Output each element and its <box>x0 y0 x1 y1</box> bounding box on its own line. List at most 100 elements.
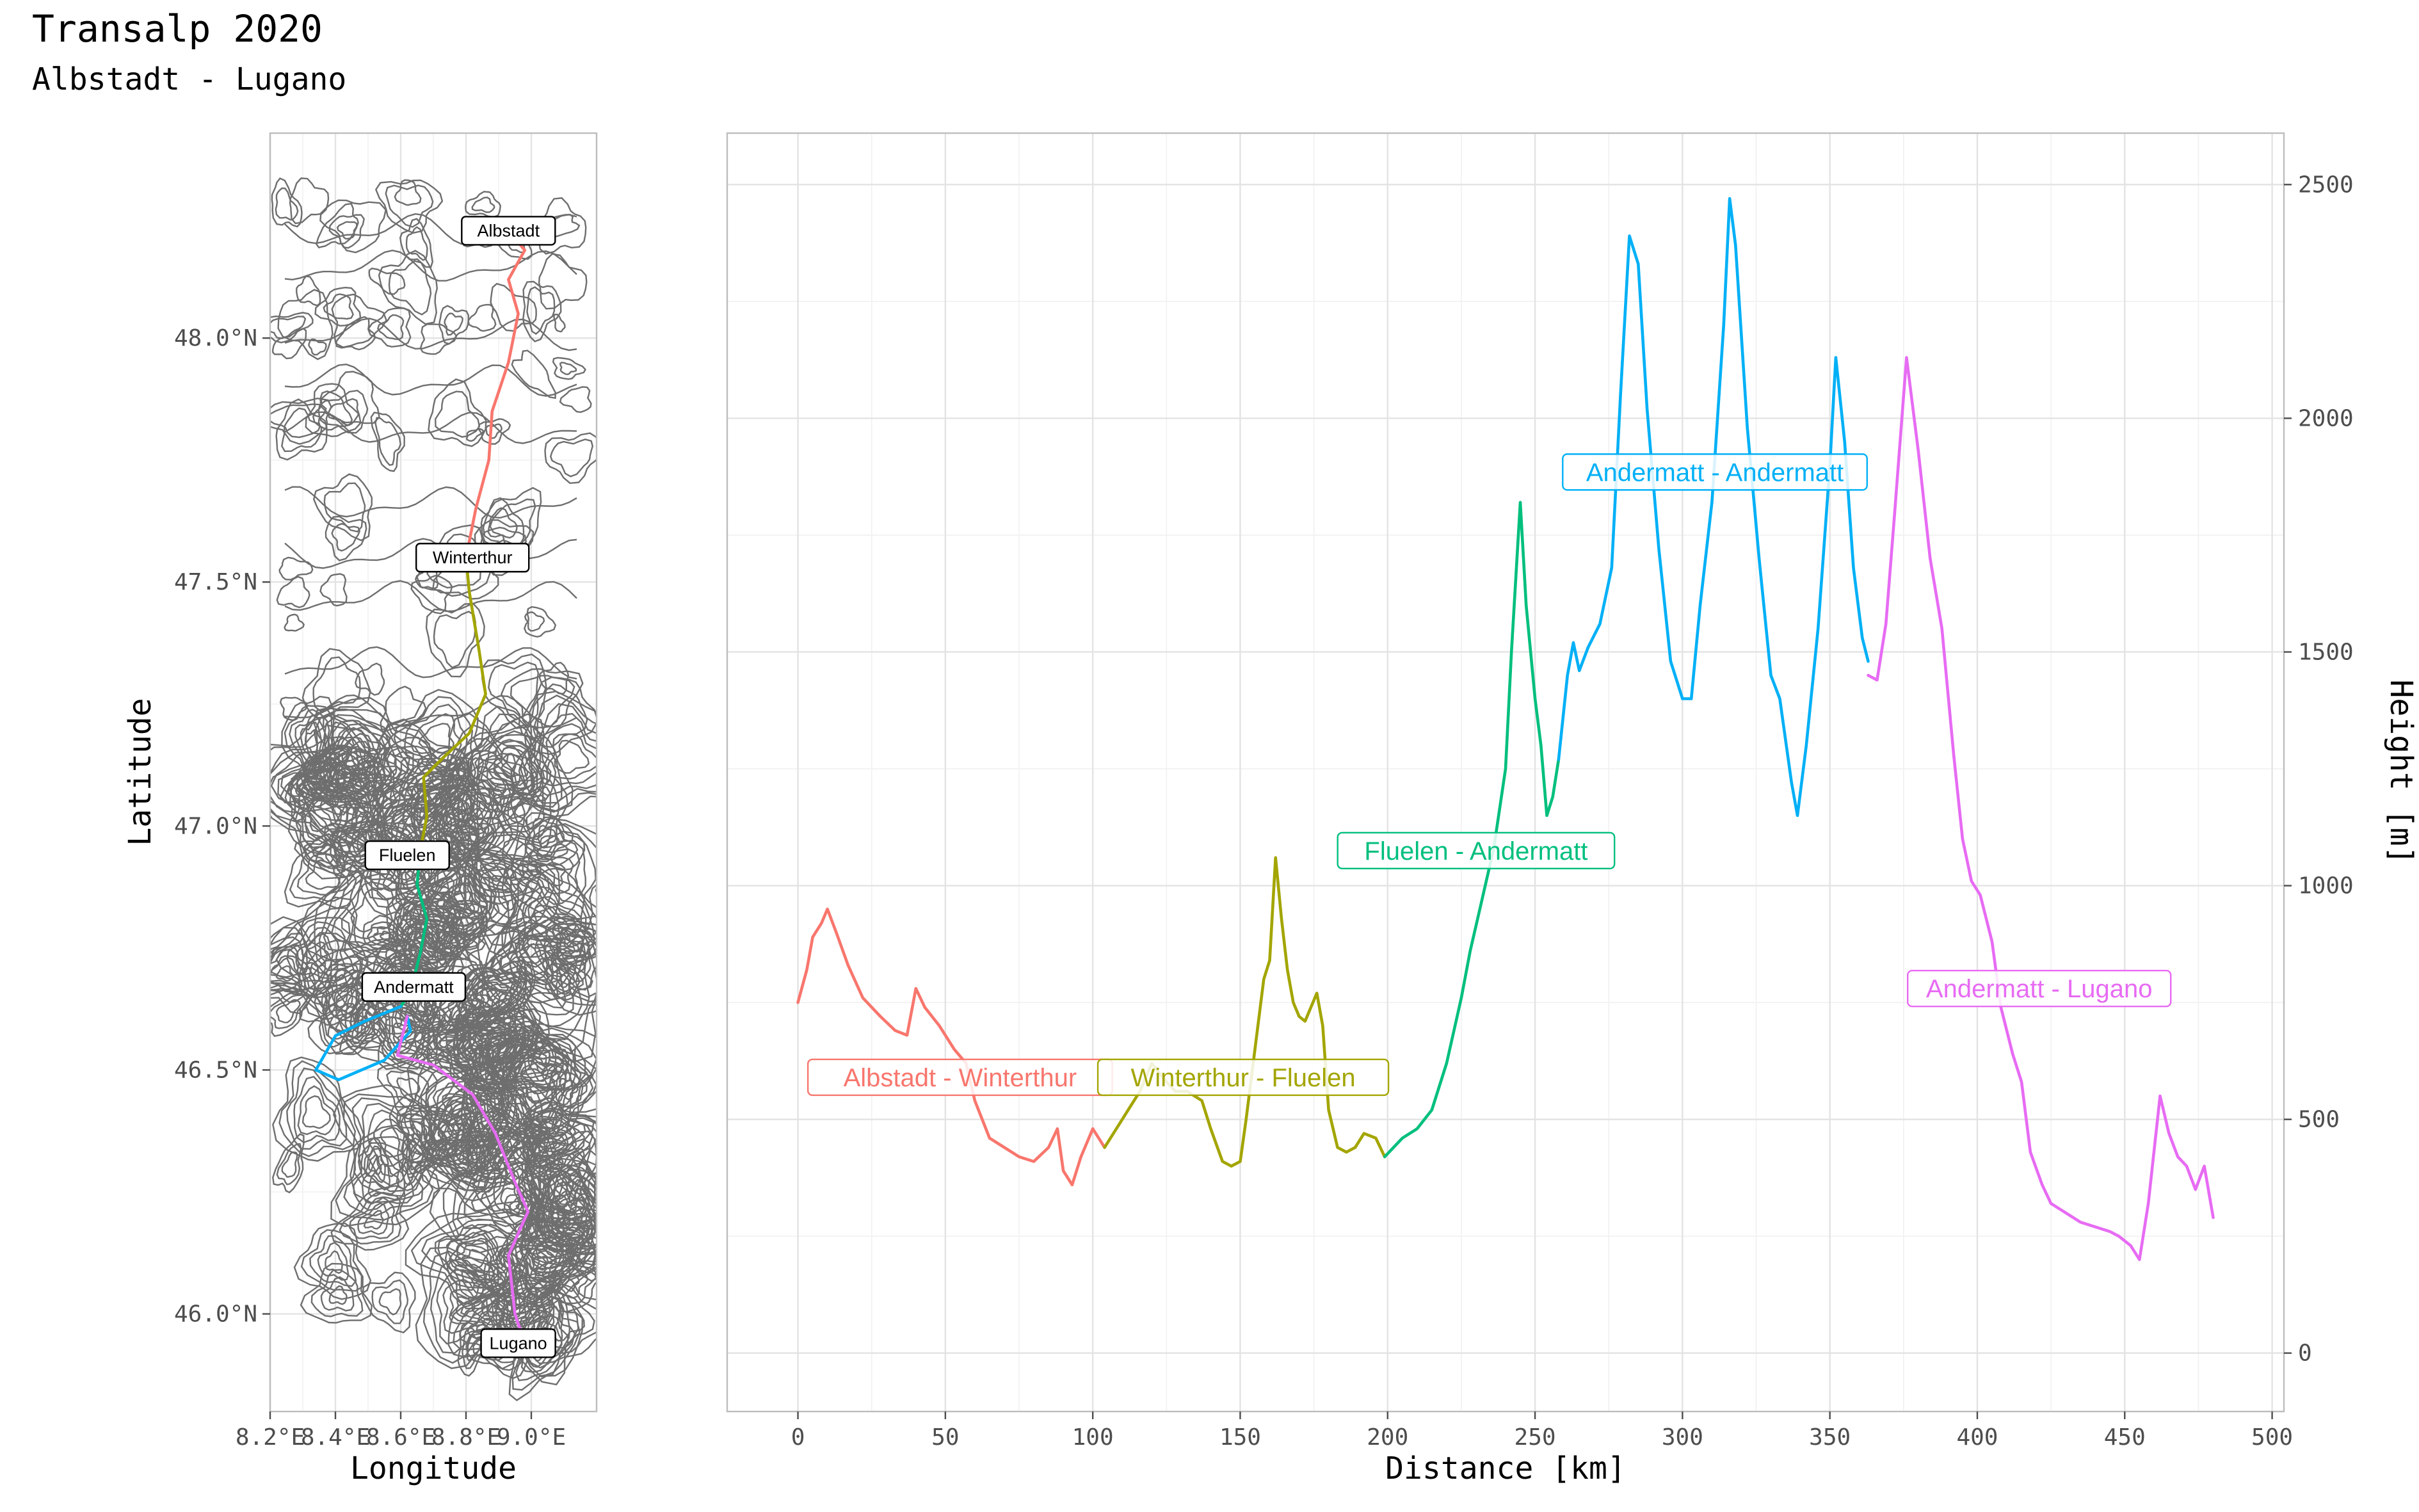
contour-line <box>335 1136 434 1221</box>
stage-label-1: Albstadt - Winterthur <box>807 1058 1113 1097</box>
contour-line <box>373 1118 421 1168</box>
figure-subtitle: Albstadt - Lugano <box>32 61 346 97</box>
profile-x-tick-label: 200 <box>1367 1424 1408 1451</box>
contour-line <box>374 417 401 466</box>
profile-line-stage-1 <box>796 907 1106 1187</box>
contour-line <box>293 1075 341 1143</box>
contour-line <box>312 390 353 431</box>
contour-line <box>428 378 487 447</box>
contour-line <box>520 695 597 813</box>
contour-line <box>559 361 577 376</box>
contour-line <box>535 835 569 861</box>
stage-label-text: Fluelen - Andermatt <box>1364 837 1587 865</box>
contour-line <box>436 1269 500 1345</box>
contour-line <box>534 1257 597 1313</box>
contour-line <box>275 187 299 221</box>
contour-line <box>463 1111 510 1146</box>
contour-line <box>297 1085 337 1136</box>
contour-line <box>284 363 577 397</box>
contour-line <box>474 817 597 938</box>
contour-line <box>447 1282 522 1370</box>
contour-line <box>284 249 577 282</box>
contour-line <box>451 790 474 822</box>
map-y-tick-label: 46.0°N <box>174 1301 257 1328</box>
contour-line <box>438 1123 490 1188</box>
contour-line <box>444 312 463 336</box>
contour-line <box>479 983 509 1008</box>
contour-line <box>511 839 586 916</box>
map-x-tick-label: 8.8°E <box>431 1424 501 1451</box>
contour-line <box>284 486 577 519</box>
contour-line <box>270 926 326 991</box>
contour-line <box>437 1224 518 1302</box>
contour-line <box>496 1037 584 1138</box>
contour-line <box>319 199 387 253</box>
contour-line <box>362 1271 416 1333</box>
contour-line <box>284 411 577 444</box>
contour-line <box>331 721 371 775</box>
contour-line <box>410 1058 518 1161</box>
contour-line <box>363 1210 384 1230</box>
contour-line <box>272 1056 365 1162</box>
contour-line <box>325 515 367 561</box>
contour-line <box>270 896 368 1008</box>
contour-line <box>530 1158 597 1260</box>
contour-line <box>478 1029 597 1144</box>
contour-line <box>506 915 597 1016</box>
map-y-tick-label: 48.0°N <box>174 325 257 351</box>
profile-line-stage-3 <box>1383 501 1561 1159</box>
contour-line <box>431 1094 500 1157</box>
contour-line <box>462 965 528 1031</box>
contour-line <box>511 350 556 399</box>
contour-line <box>549 438 594 478</box>
contour-line <box>476 720 557 803</box>
profile-line-stage-4 <box>1557 197 1870 817</box>
contour-line <box>373 926 406 947</box>
contour-line <box>452 713 548 819</box>
contour-line <box>317 389 369 434</box>
contour-line <box>320 1276 355 1312</box>
profile-y-tick-label: 2500 <box>2298 172 2354 198</box>
contour-line <box>538 253 588 310</box>
contour-line <box>309 1235 357 1287</box>
contour-line <box>444 1232 513 1296</box>
contour-line <box>275 965 294 982</box>
profile-y-axis-title: Height [m] <box>2383 680 2419 865</box>
town-label-text: Albstadt <box>478 221 540 240</box>
stage-label-4: Andermatt - Andermatt <box>1562 453 1868 491</box>
contour-line <box>556 1189 588 1225</box>
contour-line <box>289 770 331 815</box>
contour-line <box>542 1062 597 1116</box>
contour-line <box>270 398 332 445</box>
contour-line <box>509 1051 567 1122</box>
contour-line <box>320 371 380 424</box>
contour-line <box>284 646 577 680</box>
contour-line <box>485 423 502 439</box>
contour-line <box>551 922 597 958</box>
contour-line <box>270 955 303 993</box>
contour-line <box>342 1093 460 1197</box>
contour-line <box>323 482 366 533</box>
contour-line <box>438 305 470 345</box>
contour-line <box>378 250 438 325</box>
contour-line <box>405 876 456 937</box>
contour-line <box>450 824 486 855</box>
contour-line <box>270 936 319 985</box>
contour-line <box>332 1084 469 1203</box>
map-panel-border <box>269 132 598 1413</box>
contour-line <box>278 556 314 581</box>
contour-line <box>431 1118 497 1193</box>
map-x-tick-label: 8.4°E <box>301 1424 370 1451</box>
contour-line <box>549 1180 595 1234</box>
contour-line <box>434 390 481 438</box>
contour-line <box>355 662 385 696</box>
profile-y-tick-label: 1000 <box>2298 873 2354 899</box>
contour-line <box>376 1061 438 1120</box>
contour-line <box>376 314 405 341</box>
route-segment-2 <box>419 556 487 852</box>
contour-line <box>536 1165 593 1252</box>
contour-line <box>284 613 305 632</box>
contour-line <box>537 1121 577 1168</box>
contour-line <box>325 830 373 871</box>
town-label-box <box>480 1328 556 1358</box>
